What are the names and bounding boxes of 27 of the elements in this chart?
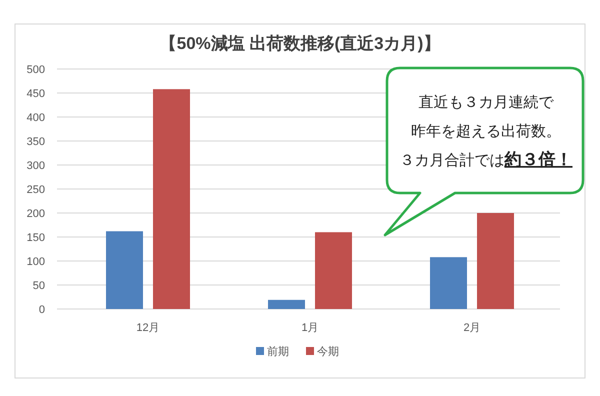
annotation: 約３倍！ [504, 150, 572, 169]
y-tick-label: 0 [38, 304, 45, 316]
annotation: 直近も３カ月連続で [418, 94, 554, 111]
bar [153, 89, 190, 309]
x-tick-label: 12月 [136, 322, 160, 334]
y-tick-label: 450 [26, 88, 45, 100]
annotation: 昨年を超える出荷数。 [411, 123, 561, 140]
bar [315, 232, 352, 309]
y-tick-label: 300 [26, 160, 45, 172]
bar [430, 257, 467, 309]
legend-label: 今期 [317, 346, 339, 358]
bar [106, 231, 143, 309]
y-tick-label: 150 [26, 232, 45, 244]
y-tick-label: 350 [26, 136, 45, 148]
bar [477, 213, 514, 309]
chart-title: 【50%減塩 出荷数推移(直近3カ月)】 [160, 34, 440, 53]
bar [268, 300, 305, 309]
y-tick-label: 500 [26, 64, 45, 76]
x-tick-label: 1月 [301, 322, 319, 334]
y-tick-label: 250 [26, 184, 45, 196]
y-tick-label: 100 [26, 256, 45, 268]
y-tick-label: 200 [26, 208, 45, 220]
x-tick-label: 2月 [463, 322, 481, 334]
legend-label: 前期 [267, 346, 289, 358]
y-tick-label: 50 [32, 280, 45, 292]
annotation: ３カ月合計では [400, 152, 504, 169]
y-tick-label: 400 [26, 112, 45, 124]
